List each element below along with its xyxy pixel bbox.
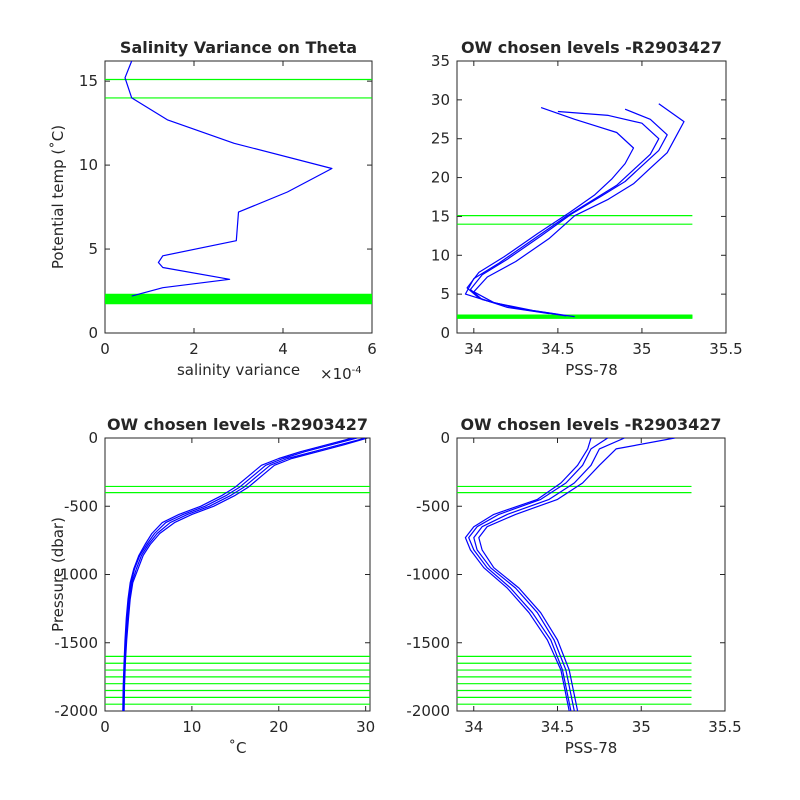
plot-area (457, 438, 692, 711)
x-tick-label: 34 (464, 718, 483, 736)
panel-2: 34 34.5 35 35.5 0 5 10 15 20 25 30 35 OW chosen leve… (431, 38, 743, 379)
x-axis-label: PSS-78 (565, 361, 618, 379)
panel-3: 0 10 20 30 0 -500 -1000 -1500 -2000 OW chosen lev… (49, 415, 375, 757)
y-axis-label: Potential temp (˚C) (49, 125, 67, 269)
x-exponent: ×10-4 (320, 365, 362, 383)
plot-area (105, 438, 370, 711)
x-tick-label: 35.5 (709, 340, 742, 358)
plot-area (105, 61, 372, 305)
x-axis-label: PSS-78 (565, 739, 618, 757)
x-tick-label: 30 (356, 718, 375, 736)
x-tick-label: 10 (182, 718, 201, 736)
panel-1: 0 2 4 6 0 5 10 15 Salinity Variance on Theta sali… (49, 38, 377, 383)
y-tick-label: 5 (440, 285, 450, 303)
x-tick-label: 2 (189, 340, 199, 358)
plot-area (457, 103, 693, 319)
y-tick-label: 0 (88, 429, 98, 447)
x-tick-label: 35 (632, 340, 651, 358)
profile-line (473, 103, 685, 318)
profile-line (469, 108, 668, 315)
chart-title: OW chosen levels -R2903427 (460, 415, 721, 434)
y-tick-label: -1500 (406, 634, 450, 652)
x-exponent-base: ×10 (320, 365, 352, 383)
x-tick-label: 34 (464, 340, 483, 358)
chart-title: OW chosen levels -R2903427 (107, 415, 368, 434)
profile-line (123, 438, 366, 711)
y-axis-label: Pressure (dbar) (49, 517, 67, 632)
y-tick-label: -500 (416, 497, 450, 515)
y-tick-label: 5 (88, 240, 98, 258)
y-tick-label: -1000 (54, 566, 98, 584)
x-tick-label: 35 (632, 718, 651, 736)
y-tick-label: 0 (440, 429, 450, 447)
profile-line (478, 438, 675, 711)
profile-line (466, 107, 635, 315)
chart-title: Salinity Variance on Theta (120, 38, 357, 57)
y-tick-label: -1000 (406, 566, 450, 584)
y-tick-label: 30 (431, 91, 450, 109)
x-axis-label: salinity variance (177, 361, 300, 379)
x-tick-label: 35.5 (708, 718, 741, 736)
chart-title: OW chosen levels -R2903427 (461, 38, 722, 57)
x-tick-label: 6 (367, 340, 377, 358)
y-tick-label: 15 (431, 207, 450, 225)
profile-line (123, 438, 368, 711)
y-tick-label: 0 (88, 324, 98, 342)
profile-line (468, 438, 609, 711)
y-tick-label: 35 (431, 52, 450, 70)
y-tick-label: -1500 (54, 634, 98, 652)
axes-box (104, 60, 373, 334)
x-tick-label: 0 (100, 718, 110, 736)
y-tick-label: -2000 (406, 702, 450, 720)
y-tick-label: 10 (431, 246, 450, 264)
x-tick-label: 34.5 (541, 340, 574, 358)
x-exponent-power: -4 (352, 365, 362, 376)
profile-line (124, 61, 333, 297)
profile-line (473, 438, 625, 711)
panel-4: 34 34.5 35 35.5 0 -500 -1000 -1500 -2000 OW chose… (406, 415, 741, 757)
y-tick-label: -2000 (54, 702, 98, 720)
profile-line (464, 438, 592, 711)
y-tick-label: 25 (431, 130, 450, 148)
x-tick-label: 34.5 (541, 718, 574, 736)
y-tick-label: 20 (431, 169, 450, 187)
y-tick-label: 0 (440, 324, 450, 342)
x-tick-label: 4 (278, 340, 288, 358)
axes-box (104, 437, 371, 712)
y-tick-label: -500 (64, 497, 98, 515)
y-tick-label: 15 (79, 72, 98, 90)
x-tick-label: 0 (100, 340, 110, 358)
profile-line (122, 438, 353, 711)
y-tick-label: 10 (79, 156, 98, 174)
x-tick-label: 20 (269, 718, 288, 736)
x-axis-label: ˚C (229, 739, 247, 757)
